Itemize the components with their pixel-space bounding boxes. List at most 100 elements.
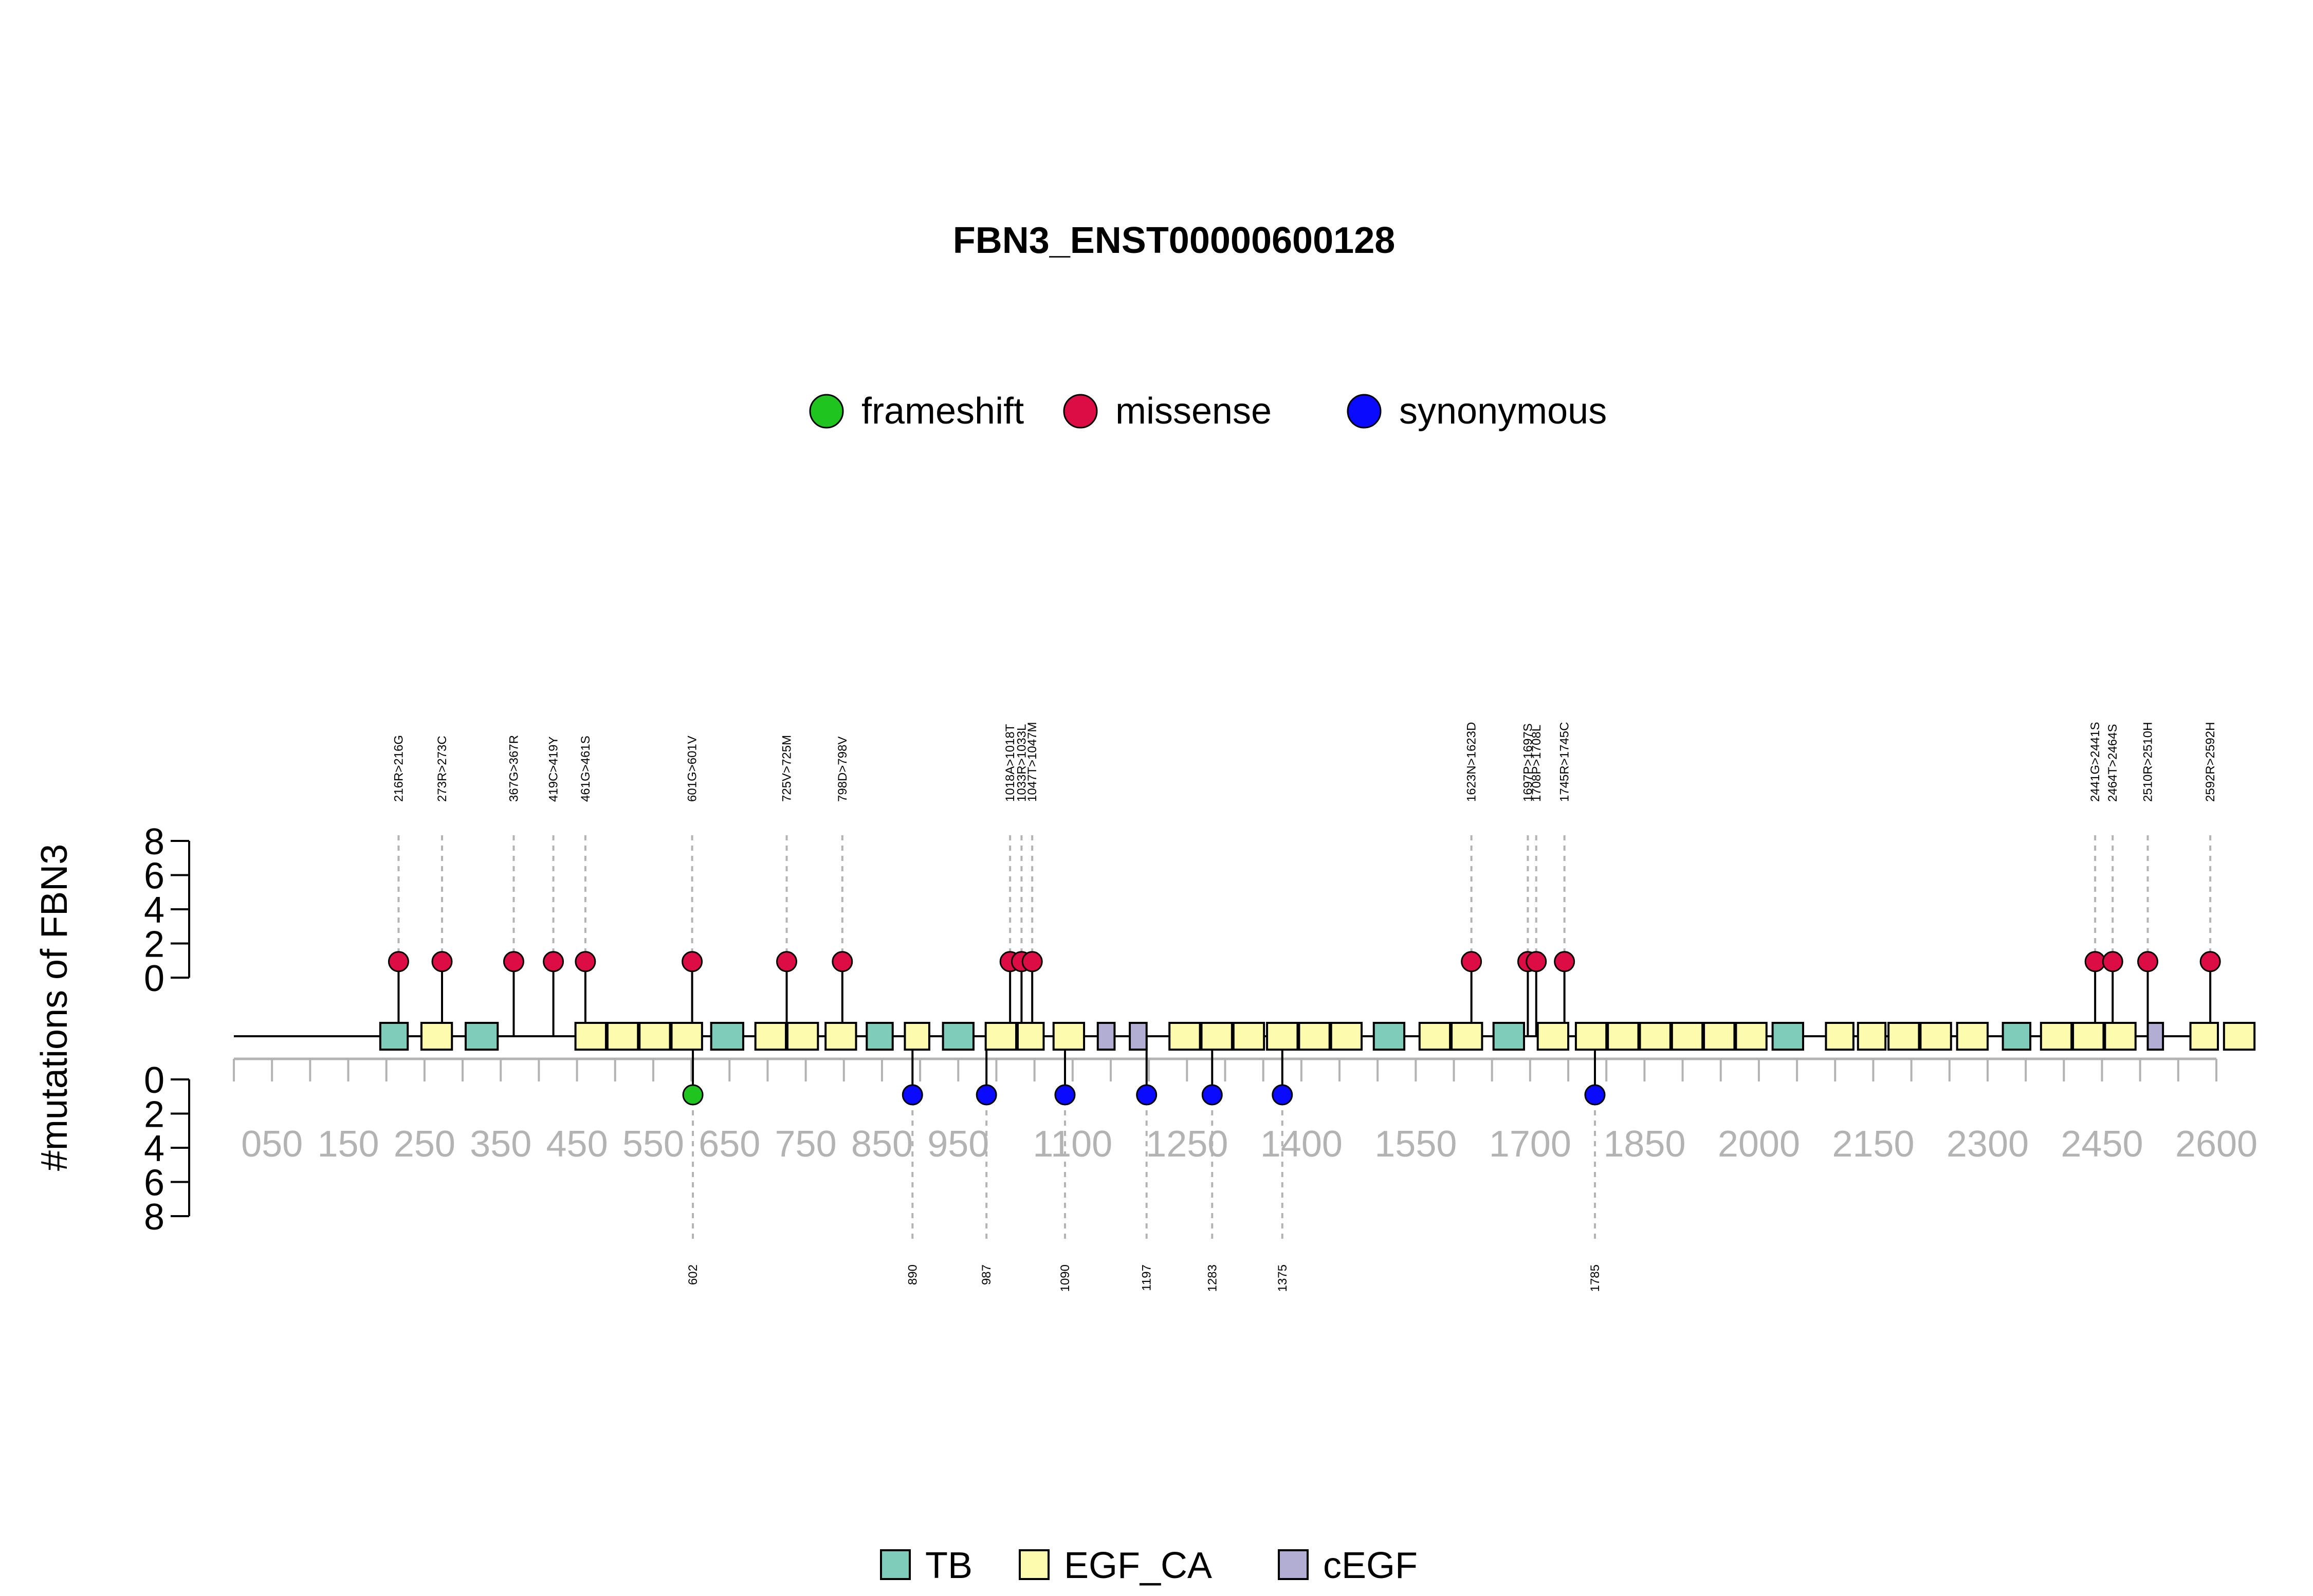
lollipop-head-missense xyxy=(2084,951,2106,973)
domain-EGF_CA xyxy=(1266,1022,1299,1051)
lollipop-head-missense xyxy=(1021,951,1043,973)
x-tick-label: 650 xyxy=(699,1124,760,1165)
lollipop-head-missense xyxy=(431,951,453,973)
x-tick-label: 1250 xyxy=(1146,1124,1228,1165)
mutation-label-upper: 798D>798V xyxy=(836,737,850,802)
x-tick-label: 250 xyxy=(394,1124,455,1165)
domain-TB xyxy=(1492,1022,1526,1051)
domain-EGF_CA xyxy=(1639,1022,1672,1051)
lollipop-head-missense xyxy=(682,951,703,973)
domain-cEGF xyxy=(2146,1022,2164,1051)
lollipop-head-synonymous xyxy=(1201,1084,1223,1106)
lollipop-head-synonymous xyxy=(1584,1084,1606,1106)
domain-TB xyxy=(710,1022,744,1051)
y-tick-label-lower: 2 xyxy=(144,1094,164,1135)
domain-legend-box-cEGF xyxy=(1278,1549,1309,1580)
domain-EGF_CA xyxy=(2189,1022,2219,1051)
lollipop-head-missense xyxy=(2199,951,2221,973)
domain-TB xyxy=(2002,1022,2032,1051)
x-tick-label: 950 xyxy=(927,1124,989,1165)
domain-EGF_CA xyxy=(420,1022,453,1051)
mutation-label-upper: 601G>601V xyxy=(686,736,700,802)
mutation-label-upper: 2510R>2510H xyxy=(2141,722,2155,802)
mutation-label-upper: 1697P>1697S xyxy=(1521,723,1535,802)
domain-cEGF xyxy=(1096,1022,1116,1051)
lollipop-head-missense xyxy=(543,951,564,973)
mutation-label-lower: 987 xyxy=(980,1264,994,1285)
x-tick-label: 1700 xyxy=(1489,1124,1571,1165)
mutation-label-upper: 273R>273C xyxy=(435,736,449,802)
x-tick-label: 1550 xyxy=(1374,1124,1457,1165)
x-tick-label: 150 xyxy=(317,1124,379,1165)
mutation-label-upper: 1745R>1745C xyxy=(1558,722,1572,802)
x-tick-label: 2600 xyxy=(2175,1124,2257,1165)
domain-EGF_CA xyxy=(1330,1022,1363,1051)
domain-EGF_CA xyxy=(1735,1022,1768,1051)
mutation-label-upper: 1623N>1623D xyxy=(1465,722,1479,802)
domain-EGF_CA xyxy=(638,1022,671,1051)
mutation-label-upper: 2592R>2592H xyxy=(2204,722,2217,802)
domain-EGF_CA xyxy=(1670,1022,1704,1051)
domain-legend-label-TB: TB xyxy=(925,1545,972,1586)
domain-EGF_CA xyxy=(1168,1022,1201,1051)
domain-EGF_CA xyxy=(2104,1022,2137,1051)
lollipop-head-synonymous xyxy=(1136,1084,1158,1106)
lollipop-head-frameshift xyxy=(682,1084,704,1106)
mutation-label-upper: 2464T>2464S xyxy=(2106,724,2120,802)
domain-legend: TB EGF_CA cEGF xyxy=(880,1545,1418,1586)
lollipop-head-missense xyxy=(1554,951,1575,973)
y-tick-label-lower: 6 xyxy=(144,1163,164,1204)
domain-EGF_CA xyxy=(1574,1022,1608,1051)
x-axis: 050 150 250 350 450 550 650 750 850 950 1100 1250 14… xyxy=(233,1057,2257,1165)
mutation-label-lower: 890 xyxy=(906,1264,920,1285)
mutation-label-lower: 602 xyxy=(686,1264,700,1285)
lollipop-head-synonymous xyxy=(1272,1084,1293,1106)
x-tick-label: 1100 xyxy=(1033,1124,1112,1165)
legend-label-missense: missense xyxy=(1115,391,1272,432)
domain-legend-box-EGF_CA xyxy=(1019,1549,1050,1580)
x-tick-label: 1850 xyxy=(1603,1124,1685,1165)
mutation-legend: frameshift missense synonymous xyxy=(809,391,1607,432)
domain-TB xyxy=(942,1022,975,1051)
mutation-label-upper: 367G>367R xyxy=(507,735,521,802)
y-tick-label-upper: 8 xyxy=(144,821,164,863)
domain-TB xyxy=(464,1022,499,1051)
domain-EGF_CA xyxy=(1418,1022,1452,1051)
domain-EGF_CA xyxy=(1919,1022,1952,1051)
x-tick-label: 2450 xyxy=(2061,1124,2143,1165)
domain-EGF_CA xyxy=(786,1022,819,1051)
domain-EGF_CA xyxy=(2040,1022,2073,1051)
domain-EGF_CA xyxy=(574,1022,607,1051)
lollipop-head-missense xyxy=(575,951,596,973)
legend-label-frameshift: frameshift xyxy=(861,391,1024,432)
x-tick-label: 750 xyxy=(775,1124,837,1165)
y-axis-label: #mutations of FBN3 xyxy=(34,844,75,1171)
lollipop-head-synonymous xyxy=(976,1084,997,1106)
domain-TB xyxy=(379,1022,409,1051)
mutation-label-upper: 1033R>1033L xyxy=(1015,724,1029,802)
domain-EGF_CA xyxy=(754,1022,787,1051)
domain-TB xyxy=(1771,1022,1804,1051)
lollipop-head-synonymous xyxy=(902,1084,923,1106)
mutation-label-upper: 2441G>2441S xyxy=(2088,722,2102,802)
domain-legend-label-EGF_CA: EGF_CA xyxy=(1064,1545,1212,1586)
domain-EGF_CA xyxy=(1016,1022,1045,1051)
domain-legend-label-cEGF: cEGF xyxy=(1323,1545,1418,1586)
domain-EGF_CA xyxy=(670,1022,703,1051)
y-tick-label-upper: 0 xyxy=(144,958,164,999)
mutation-label-upper: 461G>461S xyxy=(579,736,593,802)
domain-EGF_CA xyxy=(2072,1022,2105,1051)
mutation-labels: 216R>216G 273R>273C 367G>367R 419C>419Y 461G… xyxy=(392,722,2217,1292)
domain-EGF_CA xyxy=(1607,1022,1640,1051)
y-tick-label-lower: 0 xyxy=(144,1060,164,1101)
lollipop-head-missense xyxy=(776,951,798,973)
legend-marker-synonymous xyxy=(1347,394,1382,429)
mutation-label-lower: 1197 xyxy=(1140,1264,1154,1291)
mutation-label-upper: 1047T>1047M xyxy=(1025,722,1039,802)
domain-EGF_CA xyxy=(1956,1022,1989,1051)
mutation-label-upper: 1018A>1018T xyxy=(1003,724,1017,802)
lollipop-head-missense xyxy=(832,951,853,973)
